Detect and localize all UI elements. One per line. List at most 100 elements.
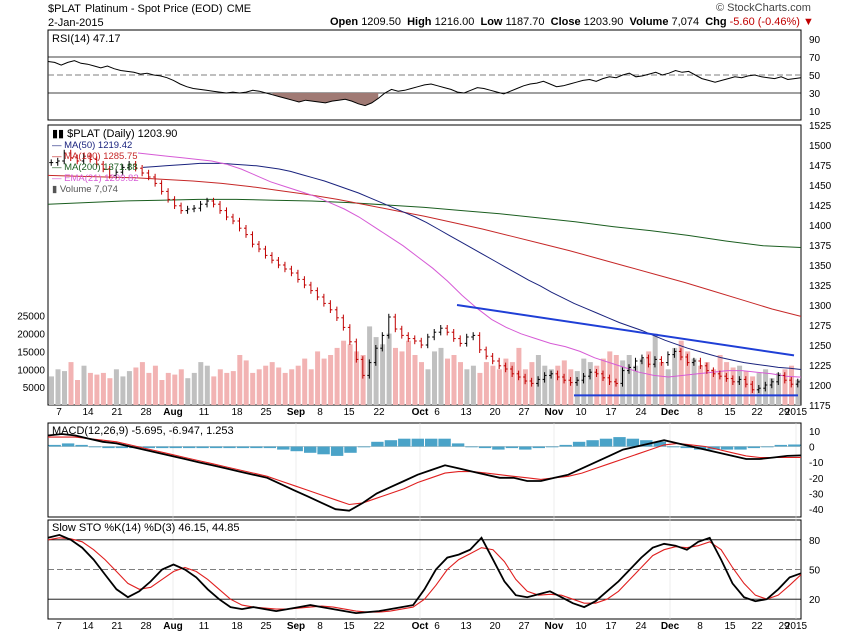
volume-bar — [94, 374, 100, 405]
sto-x-label: 29 — [778, 621, 790, 632]
ma50-legend: — MA(50) 1219.42 — [52, 140, 132, 151]
sto-x-label: 25 — [260, 621, 272, 632]
volume-bar — [406, 340, 411, 405]
symbol-title: $PLAT Platinum - Spot Price (EOD) CME — [48, 0, 251, 16]
chart-date: 2-Jan-2015 — [48, 17, 104, 29]
macd-histogram-bar — [505, 446, 519, 449]
macd-histogram-bar — [559, 444, 572, 447]
macd-tick: -40 — [809, 505, 824, 516]
volume-bar — [354, 351, 360, 405]
ma100-line — [47, 174, 802, 317]
macd-histogram-bar — [774, 444, 787, 447]
price-x-label: 28 — [140, 407, 152, 418]
volume-bar — [185, 378, 191, 405]
volume-bar — [347, 344, 353, 405]
volume-bar — [289, 369, 295, 405]
macd-histogram-bar — [196, 446, 209, 449]
close-value: 1203.90 — [583, 16, 624, 28]
volume-bar — [587, 362, 593, 405]
volume-bar — [678, 340, 684, 405]
volume-tick: 10000 — [17, 365, 45, 376]
rsi-tick: 90 — [809, 35, 821, 46]
macd-histogram-bar — [478, 446, 492, 449]
macd-histogram-bar — [788, 444, 801, 447]
volume-bar — [464, 369, 470, 405]
price-panel-frame — [47, 124, 802, 406]
rsi-tick: 70 — [809, 53, 821, 64]
sto-x-label: 2015 — [785, 621, 808, 632]
volume-bar — [204, 365, 210, 405]
sto-x-label: 21 — [111, 621, 123, 632]
macd-histogram-bar — [371, 441, 384, 447]
ohlc-summary: Open 1209.50 High 1216.00 Low 1187.70 Cl… — [330, 16, 814, 28]
volume-bar — [178, 369, 184, 405]
price-x-label: 2015 — [785, 407, 808, 418]
price-tick: 1300 — [809, 301, 832, 312]
rsi-line — [47, 60, 802, 107]
volume-bar — [120, 376, 126, 405]
volume-bar — [704, 362, 710, 405]
sto-x-label: 15 — [724, 621, 736, 632]
volume-bar — [295, 365, 301, 405]
volume-bar — [685, 351, 691, 405]
sto-x-label: 17 — [605, 621, 617, 632]
price-x-label: Dec — [661, 407, 680, 418]
symbol: $PLAT — [48, 3, 81, 15]
price-x-label: 8 — [697, 407, 703, 418]
volume-bar — [373, 337, 379, 405]
macd-histogram-bar — [223, 446, 236, 449]
price-x-label: 27 — [518, 407, 530, 418]
volume-label: Volume — [629, 16, 669, 28]
price-tick: 1525 — [809, 121, 832, 132]
open-label: Open — [330, 16, 359, 28]
price-tick: 1450 — [809, 181, 832, 192]
macd-histogram-bar — [169, 446, 182, 449]
volume-bar — [230, 371, 236, 405]
sto-x-label: 15 — [343, 621, 355, 632]
macd-histogram-bar — [613, 437, 626, 447]
sto-x-label: Dec — [661, 621, 680, 632]
volume-bar — [152, 365, 158, 405]
sto-x-label: 18 — [231, 621, 243, 632]
macd-histogram-bar — [599, 438, 613, 447]
sto-x-label: 8 — [697, 621, 703, 632]
sto-d-line — [47, 537, 802, 613]
low-label: Low — [480, 16, 503, 28]
macd-histogram-bar — [465, 446, 478, 448]
volume-bar — [113, 369, 119, 405]
macd-histogram-bar — [344, 446, 357, 453]
macd-histogram-bar — [398, 438, 411, 447]
volume-bar — [574, 371, 580, 405]
price-x-label: 18 — [231, 407, 243, 418]
exchange: CME — [226, 3, 252, 15]
volume-bar — [308, 369, 314, 405]
macd-tick: -10 — [809, 458, 824, 469]
sto-x-label: Sep — [287, 621, 305, 632]
macd-histogram-bar — [357, 446, 371, 448]
volume-bar — [315, 351, 321, 405]
price-x-label: Aug — [163, 407, 182, 418]
volume-bar — [159, 380, 165, 405]
macd-histogram-bar — [438, 438, 451, 447]
volume-bar — [146, 372, 152, 405]
volume-bar — [483, 362, 489, 405]
volume-bar — [600, 358, 606, 405]
sto-x-label: Nov — [545, 621, 564, 632]
volume-bar — [477, 372, 483, 405]
volume-bar — [646, 351, 652, 405]
volume-bar — [87, 372, 93, 405]
macd-histogram-bar — [277, 446, 290, 450]
macd-histogram-bar — [411, 438, 424, 447]
volume-bar — [698, 365, 704, 405]
volume-bar — [717, 355, 723, 405]
sto-x-label: 13 — [460, 621, 472, 632]
volume-bar — [496, 369, 502, 405]
volume-bar — [172, 374, 178, 405]
volume-bar — [191, 372, 197, 405]
macd-histogram-bar — [761, 446, 774, 448]
macd-histogram-bar — [317, 446, 330, 455]
rsi-label: RSI(14) 47.17 — [52, 33, 120, 45]
sto-x-label: 24 — [635, 621, 647, 632]
macd-histogram-bar — [720, 446, 734, 450]
macd-histogram-bar — [492, 446, 505, 450]
